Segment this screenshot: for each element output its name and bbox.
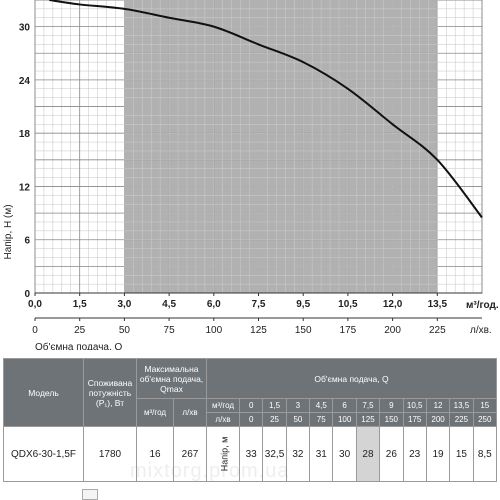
x-tick-label-lmin: 175 [340, 325, 357, 336]
head-cell: 23 [402, 426, 427, 482]
qmax-m3-value: 16 [136, 426, 174, 482]
flow-m3-cell: 6 [332, 398, 357, 413]
header-power: Споживана потужність (P₁), Вт [83, 358, 137, 427]
flow-m3-cell: 13,5 [449, 398, 474, 413]
x-tick-label-m3h: 0,0 [28, 299, 42, 310]
flow-l-cell: 0 [238, 412, 264, 427]
flow-m3-cell: 1,5 [262, 398, 287, 413]
x-tick-label-m3h: 7,5 [252, 299, 266, 310]
x-tick-labels-lmin: 0 25 50 75 100 125 150 175 200 225 [32, 318, 446, 336]
header-qmax-m3: м³/год [136, 398, 174, 427]
x-tick-label-m3h: 3,0 [117, 299, 131, 310]
y-tick-label: 24 [19, 76, 31, 87]
y-tick-labels: 0 6 12 18 24 30 [19, 23, 31, 300]
head-cell: 26 [379, 426, 404, 482]
qmax-l-value: 267 [173, 426, 207, 482]
flow-m3-cell: 3 [285, 398, 311, 413]
flow-m3-row-label: м³/год [206, 398, 240, 413]
flow-l-cell: 25 [262, 412, 287, 427]
flow-m3-cell: 4,5 [309, 398, 334, 413]
performance-table: Модель Споживана потужність (P₁), Вт Мак… [3, 358, 498, 482]
y-tick-label: 12 [19, 182, 31, 193]
header-qmax-l: л/хв [173, 398, 207, 427]
flow-m3-cell: 0 [238, 398, 264, 413]
x-unit-m3h: м³/год. [466, 300, 499, 311]
x-axis-label: Об'ємна подача, Q [35, 341, 123, 350]
y-tick-label: 6 [24, 236, 30, 247]
x-tick-label-lmin: 100 [205, 325, 222, 336]
flow-l-cell: 75 [309, 412, 334, 427]
head-cell: 32,5 [262, 426, 287, 482]
y-axis-label: Напір, H (м) [3, 204, 14, 259]
flow-m3-cell: 15 [472, 398, 498, 413]
head-cell: 30 [332, 426, 357, 482]
x-tick-label-m3h: 12,0 [383, 299, 403, 310]
head-cell: 33 [238, 426, 264, 482]
x-tick-label-m3h: 9,5 [296, 299, 310, 310]
chart-grid-major [34, 0, 483, 294]
x-tick-label-m3h: 13,5 [428, 299, 448, 310]
header-qmax: Максимальна об'ємна подача, Qmax [136, 358, 207, 399]
head-cell: 31 [309, 426, 334, 482]
x-tick-label-m3h: 4,5 [162, 299, 176, 310]
flow-m3-cell: 9 [379, 398, 404, 413]
x-tick-label-lmin: 50 [119, 325, 131, 336]
flow-l-cell: 225 [449, 412, 474, 427]
head-cell: 8,5 [472, 426, 498, 482]
x-unit-lmin: л/хв. [470, 325, 492, 336]
power-value: 1780 [83, 426, 137, 482]
flow-l-cell: 125 [355, 412, 381, 427]
x-tick-label-lmin: 125 [250, 325, 267, 336]
x-tick-label-lmin: 75 [164, 325, 176, 336]
operating-range-shade [124, 0, 438, 293]
x-tick-label-m3h: 10,5 [338, 299, 358, 310]
head-cell: 19 [425, 426, 451, 482]
head-cell: 15 [449, 426, 474, 482]
y-tick-label: 18 [19, 129, 31, 140]
head-cell-highlighted: 28 [355, 426, 381, 482]
flow-l-cell: 175 [402, 412, 427, 427]
x-tick-label-lmin: 225 [429, 325, 446, 336]
x-tick-label-lmin: 0 [32, 325, 38, 336]
x-tick-label-lmin: 200 [384, 325, 401, 336]
header-model: Модель [3, 358, 84, 427]
header-flow: Об'ємна подача, Q [206, 358, 497, 399]
x-tick-label-lmin: 150 [295, 325, 312, 336]
model-name: QDX6-30-1,5F [3, 426, 84, 482]
scroll-button[interactable] [82, 489, 98, 500]
flow-m3-cell: 12 [425, 398, 451, 413]
flow-l-cell: 200 [425, 412, 451, 427]
head-row-label: Напір, м [206, 426, 240, 482]
y-tick-label: 0 [24, 289, 30, 300]
pump-curve-series [49, 0, 483, 219]
flow-m3-cell: 7,5 [355, 398, 381, 413]
flow-l-row-label: л/хв [206, 412, 240, 427]
y-tick-label: 30 [19, 23, 31, 34]
x-tick-label-m3h: 1,5 [73, 299, 87, 310]
pump-performance-chart: 0,0 1,5 3,0 4,5 6,0 7,5 9,5 10,5 12,0 13,5 0 25 50 7… [3, 0, 499, 350]
flow-l-cell: 50 [285, 412, 311, 427]
x-tick-labels-m3h: 0,0 1,5 3,0 4,5 6,0 7,5 9,5 10,5 12,0 13,5 [28, 293, 447, 310]
flow-l-cell: 100 [332, 412, 357, 427]
flow-l-cell: 250 [472, 412, 498, 427]
flow-l-cell: 150 [379, 412, 404, 427]
head-cell: 32 [285, 426, 311, 482]
flow-m3-cell: 10,5 [402, 398, 427, 413]
x-tick-label-lmin: 25 [74, 325, 86, 336]
x-tick-label-m3h: 6,0 [207, 299, 221, 310]
